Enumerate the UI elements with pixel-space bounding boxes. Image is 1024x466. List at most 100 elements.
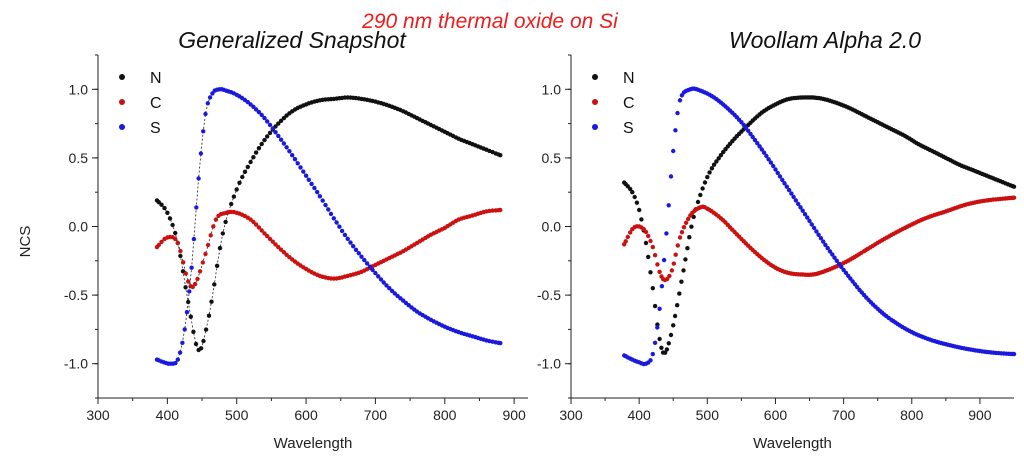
data-point-c [211, 224, 216, 229]
data-point-s [796, 201, 801, 207]
series-c [622, 195, 1017, 283]
data-point-c [673, 252, 678, 257]
data-point-s [281, 141, 287, 146]
data-point-s [1011, 351, 1017, 357]
data-point-n [234, 187, 239, 192]
data-point-n [666, 341, 671, 346]
data-point-s [798, 205, 803, 210]
legend-label-s: S [150, 120, 161, 137]
data-point-s [270, 126, 275, 131]
data-point-s [827, 249, 833, 254]
data-point-n [634, 200, 640, 205]
data-point-n [639, 217, 644, 222]
series-s-fit-curve [156, 88, 501, 365]
data-point-s [807, 218, 812, 224]
data-point-c [200, 260, 205, 265]
data-point-s [825, 245, 830, 251]
data-point-n [632, 194, 637, 200]
data-point-s [671, 148, 676, 154]
data-point-n [183, 285, 188, 290]
data-point-c [646, 233, 651, 239]
data-point-s [834, 258, 839, 263]
data-point-n [265, 134, 270, 139]
data-point-n [191, 329, 196, 334]
data-point-s [748, 131, 753, 137]
data-point-s [173, 360, 178, 366]
x-tick-label: 500 [696, 407, 720, 423]
data-point-c [655, 262, 660, 267]
data-point-c [208, 233, 213, 238]
data-point-n [691, 214, 696, 220]
data-point-c [675, 243, 680, 248]
y-axis-label: NCS [17, 226, 34, 258]
data-point-s [675, 110, 680, 116]
data-point-s [207, 95, 213, 100]
data-point-c [643, 229, 649, 235]
data-point-c [256, 225, 262, 230]
data-point-c [623, 239, 628, 244]
data-point-s [348, 240, 353, 245]
data-point-s [668, 174, 674, 179]
data-point-s [805, 215, 810, 220]
data-point-n [668, 332, 674, 338]
data-point-s [287, 149, 292, 154]
data-point-n [188, 314, 193, 319]
data-point-n [716, 156, 721, 161]
data-point-s [376, 274, 381, 279]
data-point-s [782, 181, 787, 186]
data-point-n [498, 153, 503, 158]
data-point-s [832, 255, 837, 260]
data-point-c [197, 269, 203, 274]
series-s [154, 87, 503, 366]
y-tick-label: -0.5 [537, 287, 561, 303]
data-point-n [700, 186, 705, 191]
data-point-n [657, 336, 662, 342]
data-point-s [814, 229, 819, 234]
data-point-n [687, 235, 692, 240]
data-point-s [784, 184, 789, 189]
data-point-c [679, 230, 685, 235]
data-point-n [278, 118, 284, 124]
series-n [154, 95, 503, 353]
y-tick-label: 0.0 [69, 219, 89, 235]
data-point-c [159, 239, 164, 245]
data-point-s [786, 187, 792, 193]
data-point-n [242, 169, 248, 174]
data-point-s [757, 144, 762, 149]
data-point-s [666, 203, 671, 208]
data-point-c [259, 228, 264, 233]
data-point-n [709, 166, 715, 171]
y-tick-label: -1.0 [64, 356, 88, 372]
data-point-s [373, 270, 378, 276]
data-point-n [689, 224, 694, 229]
data-point-n [267, 130, 273, 136]
data-point-n [248, 159, 253, 165]
data-point-n [262, 137, 267, 143]
data-point-c [683, 220, 689, 225]
data-point-n [675, 303, 680, 308]
data-point-s [205, 101, 210, 106]
data-point-n [628, 186, 633, 192]
data-point-n [705, 174, 710, 180]
series-c [154, 207, 503, 290]
data-point-s [384, 283, 389, 288]
data-point-s [187, 289, 192, 294]
data-point-n [1011, 184, 1017, 189]
data-point-s [276, 133, 281, 139]
data-point-c [175, 240, 180, 246]
data-point-s [673, 128, 678, 133]
data-point-s [764, 153, 769, 159]
data-point-s [791, 194, 796, 200]
data-point-s [659, 284, 665, 289]
x-tick-label: 800 [900, 407, 924, 423]
data-point-n [165, 210, 170, 215]
legend-marker-n [119, 74, 125, 80]
data-point-s [267, 122, 273, 128]
y-tick-label: 0.5 [69, 150, 89, 166]
data-point-n [276, 121, 281, 126]
data-point-n [630, 190, 635, 195]
data-point-c [669, 268, 675, 273]
data-point-n [245, 164, 250, 170]
data-point-s [370, 267, 375, 273]
x-tick-label: 900 [968, 407, 992, 423]
